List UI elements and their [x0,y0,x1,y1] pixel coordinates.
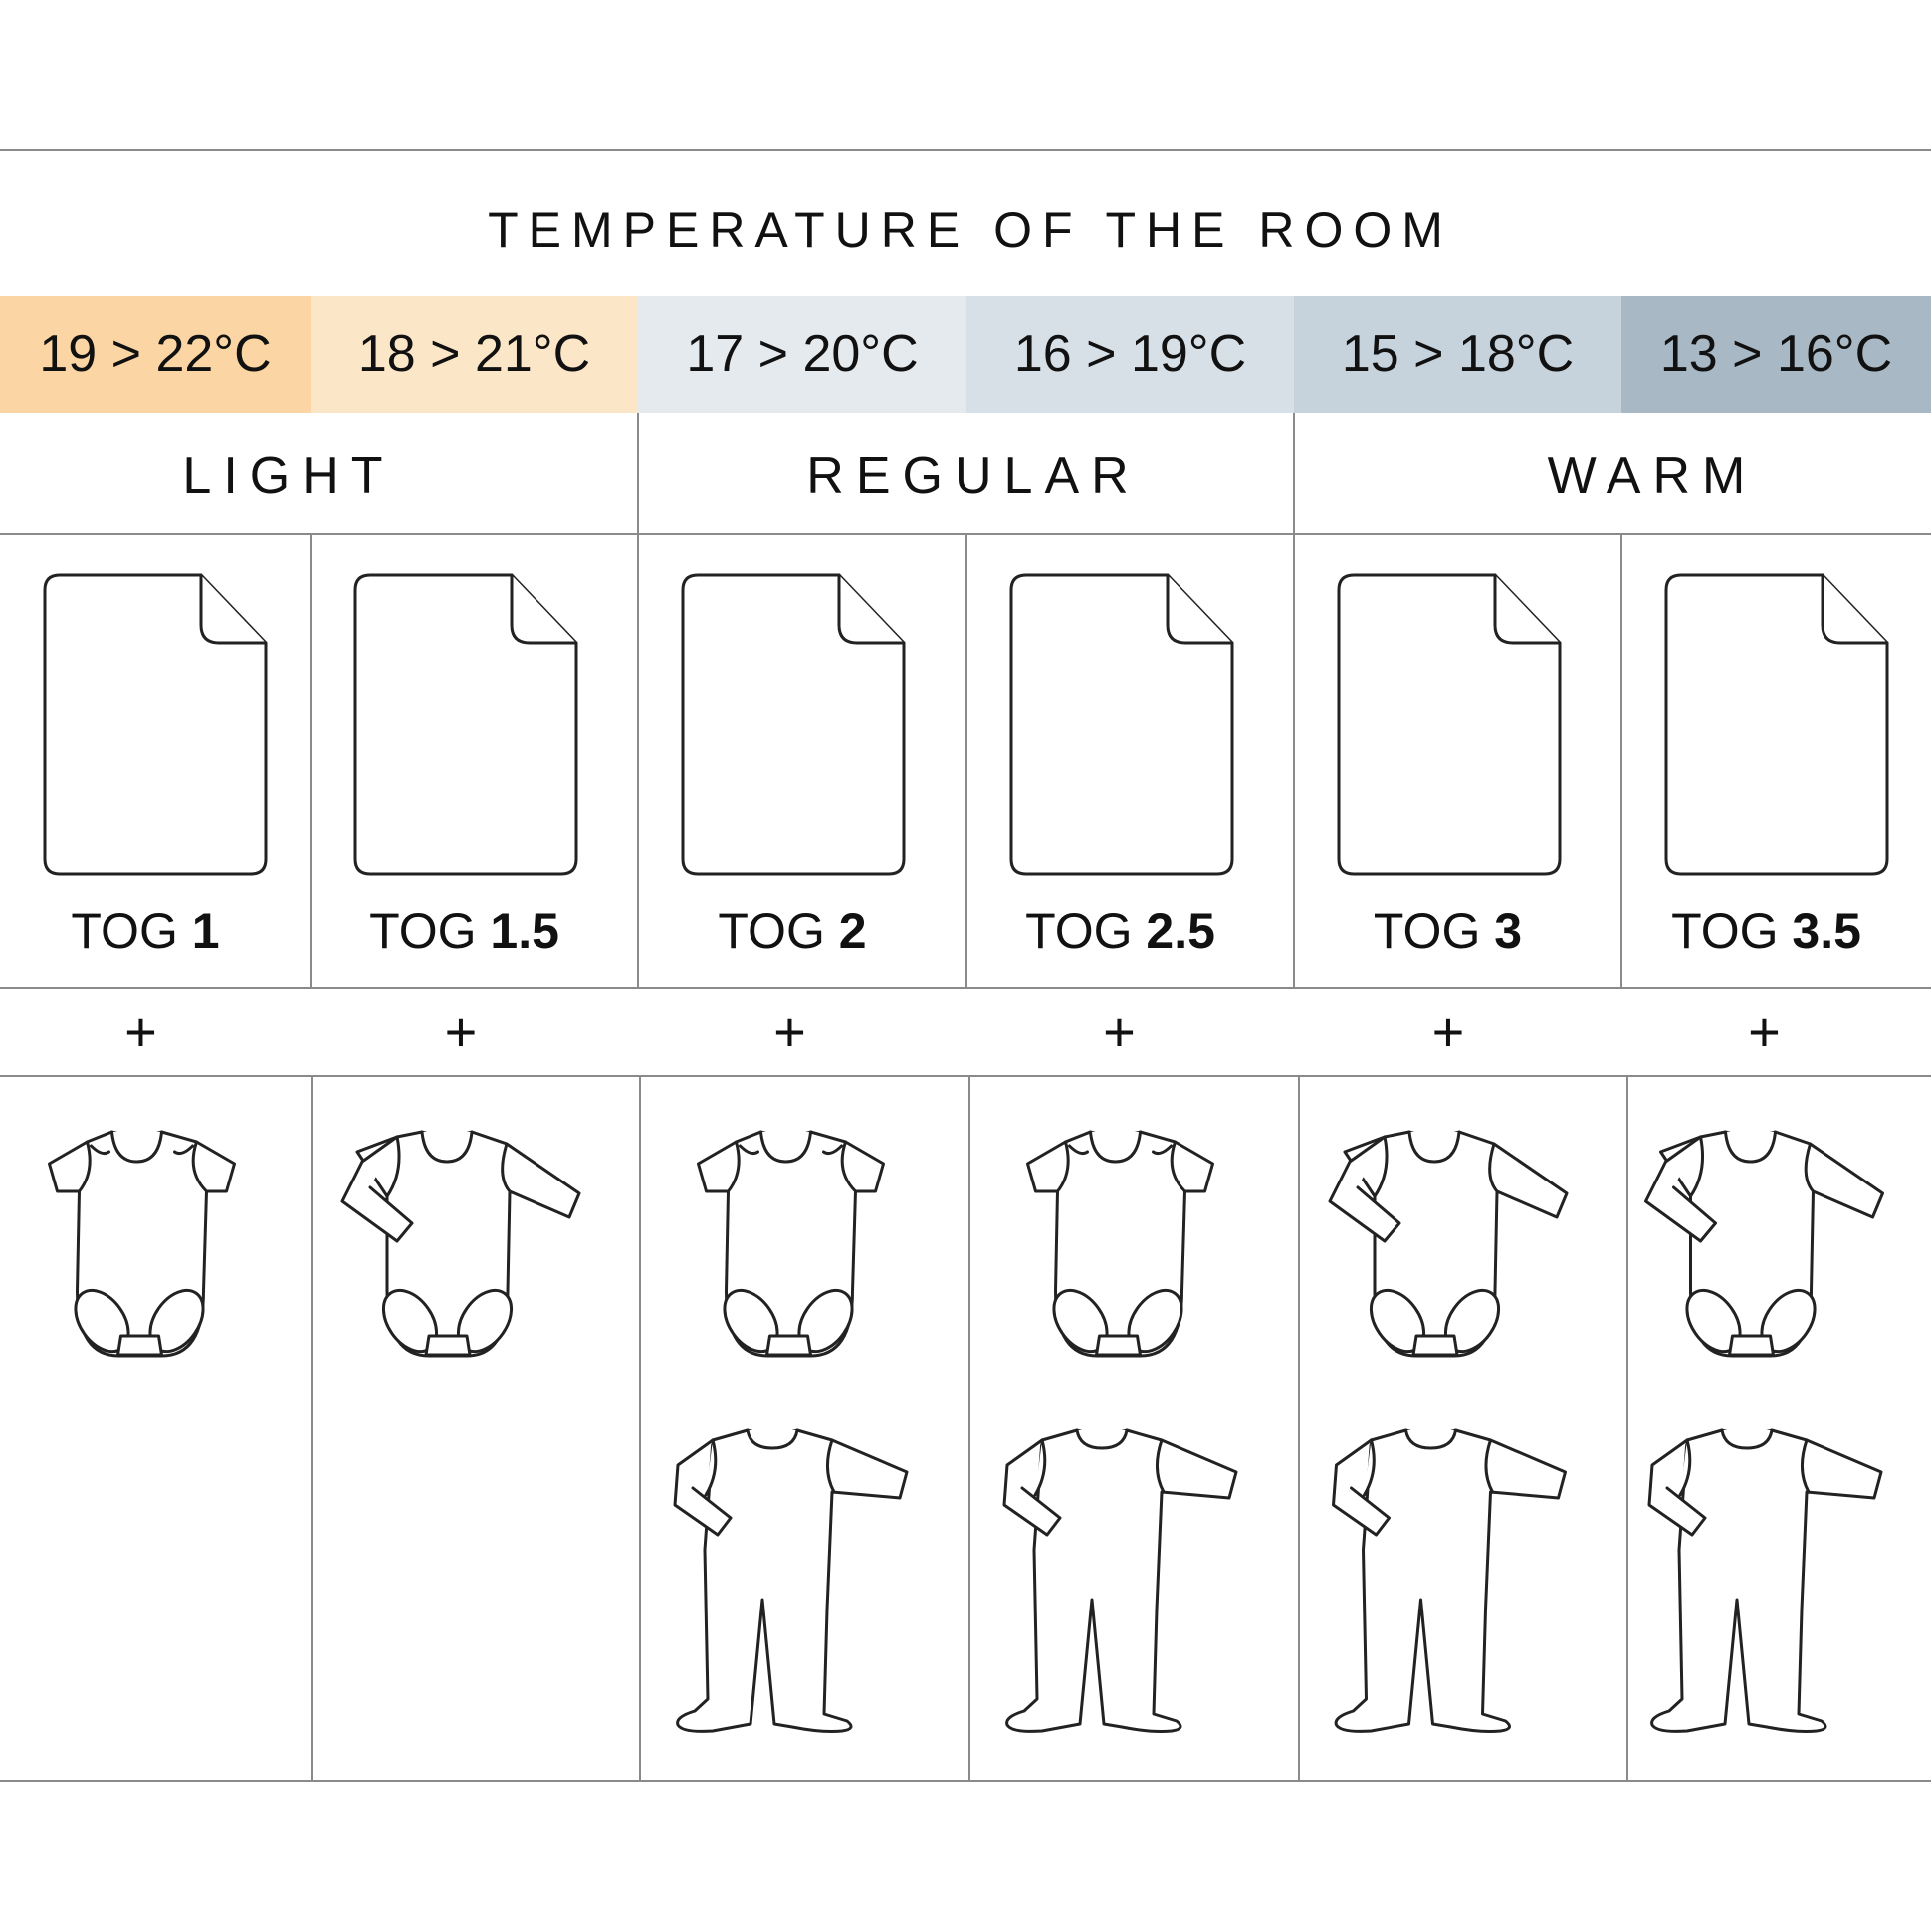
temperature-range-label: 17 > 20°C [686,325,918,383]
plus-sign: + [124,1000,157,1063]
long-sleeve-bodysuit-icon [340,1130,581,1363]
tog-value: 2 [839,903,867,959]
long-sleeve-bodysuit-icon [1644,1130,1884,1363]
tog-label: TOG 1 [71,903,219,959]
tog-value: 1.5 [490,903,559,959]
plus-sign: + [1748,1000,1781,1063]
footed-sleepsuit-icon [1332,1428,1567,1733]
temperature-band [966,296,1294,413]
short-sleeve-bodysuit-icon [48,1130,236,1363]
page-title: TEMPERATURE OF THE ROOM [488,202,1453,258]
blanket-icon [681,573,906,876]
category-label-warm: WARM [1548,447,1758,505]
tog-label: TOG 3.5 [1671,903,1861,959]
footed-sleepsuit-icon [1002,1428,1238,1733]
tog-value: 1 [192,903,220,959]
temperature-bands: 19 > 22°C 18 > 21°C 17 > 20°C 16 > 19°C 15 >… [0,296,1931,413]
tog-prefix: TOG [1374,903,1494,959]
plus-sign: + [1103,1000,1136,1063]
tog-column: TOG 2.5+ [1002,573,1238,1733]
tog-columns: TOG 1+TOG 1.5+TOG 2+TOG 2.5+TOG 3+TOG 3.… [43,573,1889,1733]
temperature-range-label: 13 > 16°C [1660,325,1892,383]
tog-prefix: TOG [369,903,490,959]
blanket-icon [353,573,578,876]
tog-column: TOG 1.5+ [340,573,581,1363]
tog-label: TOG 3 [1374,903,1522,959]
long-sleeve-bodysuit-icon [1328,1130,1569,1363]
tog-value: 3 [1494,903,1522,959]
temperature-band [311,296,638,413]
short-sleeve-bodysuit-icon [697,1130,885,1363]
category-row: LIGHT REGULAR WARM [182,447,1758,505]
tog-label: TOG 2 [718,903,866,959]
tog-column: TOG 1 + [43,573,268,1363]
table-grid [0,413,1931,1782]
tog-label: TOG 2.5 [1025,903,1215,959]
temperature-range-label: 19 > 22°C [39,325,271,383]
tog-prefix: TOG [1671,903,1792,959]
tog-label: TOG 1.5 [369,903,559,959]
plus-sign: + [445,1000,478,1063]
temperature-band [0,296,311,413]
plus-sign: + [1432,1000,1465,1063]
tog-prefix: TOG [1025,903,1146,959]
blanket-icon [43,573,268,876]
blanket-icon [1337,573,1562,876]
footed-sleepsuit-icon [1647,1428,1883,1733]
temperature-band [638,296,966,413]
tog-column: TOG 2 + [673,573,909,1733]
footed-sleepsuit-icon [673,1428,909,1733]
tog-value: 3.5 [1792,903,1861,959]
category-label-light: LIGHT [182,447,394,505]
blanket-icon [1664,573,1889,876]
temperature-range-label: 15 > 18°C [1342,325,1574,383]
tog-column: TOG 3.5+ [1644,573,1889,1733]
tog-prefix: TOG [71,903,191,959]
tog-column: TOG 3 + [1328,573,1569,1733]
tog-value: 2.5 [1146,903,1215,959]
category-label-regular: REGULAR [806,447,1140,505]
temperature-range-label: 16 > 19°C [1014,325,1246,383]
temperature-range-label: 18 > 21°C [358,325,590,383]
temperature-band [1294,296,1621,413]
tog-prefix: TOG [718,903,838,959]
blanket-icon [1009,573,1234,876]
plus-sign: + [773,1000,806,1063]
temperature-band [1621,296,1931,413]
short-sleeve-bodysuit-icon [1026,1130,1214,1363]
